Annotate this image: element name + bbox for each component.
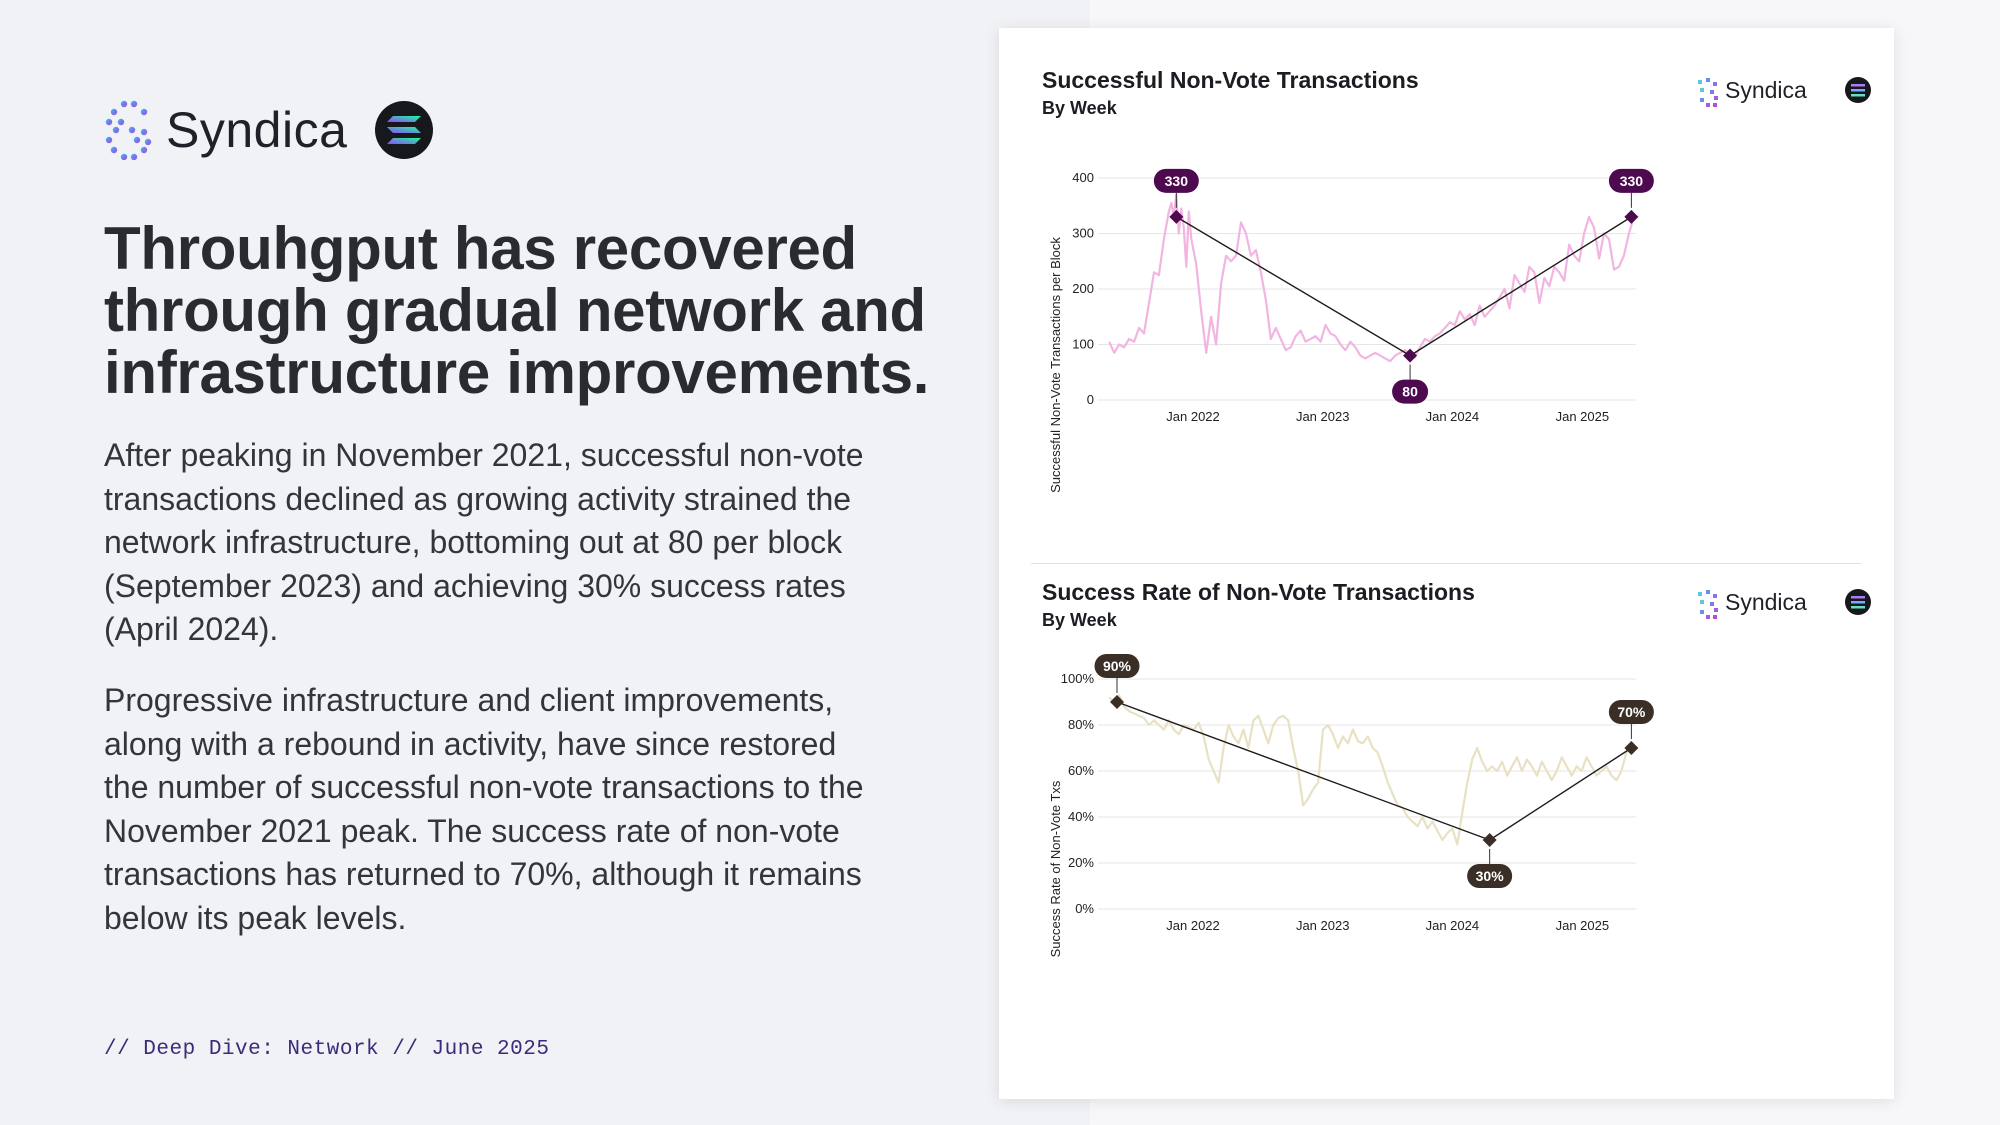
trend-arrow xyxy=(1116,701,1490,841)
syndica-logo-icon xyxy=(1698,590,1718,619)
charts-card: Successful Non-Vote Transactions By Week… xyxy=(999,28,1894,1099)
y-tick-label: 0% xyxy=(1075,901,1094,916)
x-tick-label: Jan 2025 xyxy=(1556,409,1610,424)
trend-arrow xyxy=(1489,747,1632,841)
footer-caption: // Deep Dive: Network // June 2025 xyxy=(104,1038,550,1061)
y-tick-label: 200 xyxy=(1072,281,1094,296)
chart-success-rate: Success Rate of Non-Vote Transactions By… xyxy=(1042,579,1871,957)
x-tick-label: Jan 2024 xyxy=(1426,409,1480,424)
y-tick-label: 80% xyxy=(1068,717,1094,732)
trend-arrow xyxy=(1409,216,1632,357)
x-tick-label: Jan 2023 xyxy=(1296,918,1350,933)
annotation-label: 30% xyxy=(1476,868,1505,884)
series-line xyxy=(1108,694,1633,846)
annotation-marker xyxy=(1169,209,1184,224)
x-tick-label: Jan 2022 xyxy=(1166,409,1220,424)
annotation-marker xyxy=(1482,833,1497,847)
trend-arrow xyxy=(1175,216,1411,357)
headline: Throuhgput has recovered through gradual… xyxy=(104,215,930,406)
syndica-logo: Syndica xyxy=(104,100,434,160)
y-tick-label: 100 xyxy=(1072,337,1094,352)
chart-title: Success Rate of Non-Vote Transactions xyxy=(1042,579,1475,605)
chart-brand: Syndica xyxy=(1698,77,1871,107)
y-tick-label: 100% xyxy=(1061,671,1095,686)
chart-y-axis-label: Successful Non-Vote Transactions per Blo… xyxy=(1048,237,1063,493)
chart-subtitle: By Week xyxy=(1042,98,1118,118)
annotation-marker xyxy=(1624,209,1639,224)
annotation-pill xyxy=(1467,864,1513,888)
chart-brand: Syndica xyxy=(1698,589,1871,619)
annotation-label: 330 xyxy=(1165,173,1189,189)
series-line xyxy=(1108,193,1635,363)
y-tick-label: 40% xyxy=(1068,809,1094,824)
paragraph-1: After peaking in November 2021, successf… xyxy=(104,437,864,647)
annotation-label: 90% xyxy=(1103,658,1132,674)
chart-divider xyxy=(1031,563,1862,564)
solana-icon xyxy=(1845,77,1871,103)
annotation-pill xyxy=(1094,654,1140,678)
x-tick-label: Jan 2023 xyxy=(1296,409,1350,424)
syndica-logo-icon xyxy=(105,100,152,160)
annotation-pill xyxy=(1608,168,1654,193)
x-tick-label: Jan 2025 xyxy=(1556,918,1610,933)
y-tick-label: 0 xyxy=(1087,392,1094,407)
annotation-pill xyxy=(1608,700,1654,724)
annotation-marker xyxy=(1403,348,1418,363)
annotation-label: 330 xyxy=(1620,173,1644,189)
y-tick-label: 400 xyxy=(1072,170,1094,185)
chart-brand-label: Syndica xyxy=(1725,589,1807,615)
x-tick-label: Jan 2024 xyxy=(1426,918,1480,933)
annotation-label: 80 xyxy=(1402,384,1418,400)
chart-title: Successful Non-Vote Transactions xyxy=(1042,67,1419,93)
chart-subtitle: By Week xyxy=(1042,610,1118,630)
solana-icon xyxy=(375,101,434,159)
annotation-label: 70% xyxy=(1617,704,1646,720)
chart-y-axis-label: Success Rate of Non-Vote Txs xyxy=(1048,780,1063,957)
chart-brand-label: Syndica xyxy=(1725,77,1807,103)
paragraph-2: Progressive infrastructure and client im… xyxy=(104,682,864,936)
syndica-logo-icon xyxy=(1698,78,1718,107)
annotation-marker xyxy=(1110,695,1125,709)
y-tick-label: 300 xyxy=(1072,226,1094,241)
y-tick-label: 60% xyxy=(1068,763,1094,778)
annotation-pill xyxy=(1153,168,1199,193)
x-tick-label: Jan 2022 xyxy=(1166,918,1220,933)
chart-successful-transactions: Successful Non-Vote Transactions By Week… xyxy=(1042,67,1871,493)
brand-name: Syndica xyxy=(166,102,348,158)
annotation-pill xyxy=(1392,379,1429,404)
solana-icon xyxy=(1845,589,1871,615)
y-tick-label: 20% xyxy=(1068,855,1094,870)
annotation-marker xyxy=(1624,741,1639,755)
